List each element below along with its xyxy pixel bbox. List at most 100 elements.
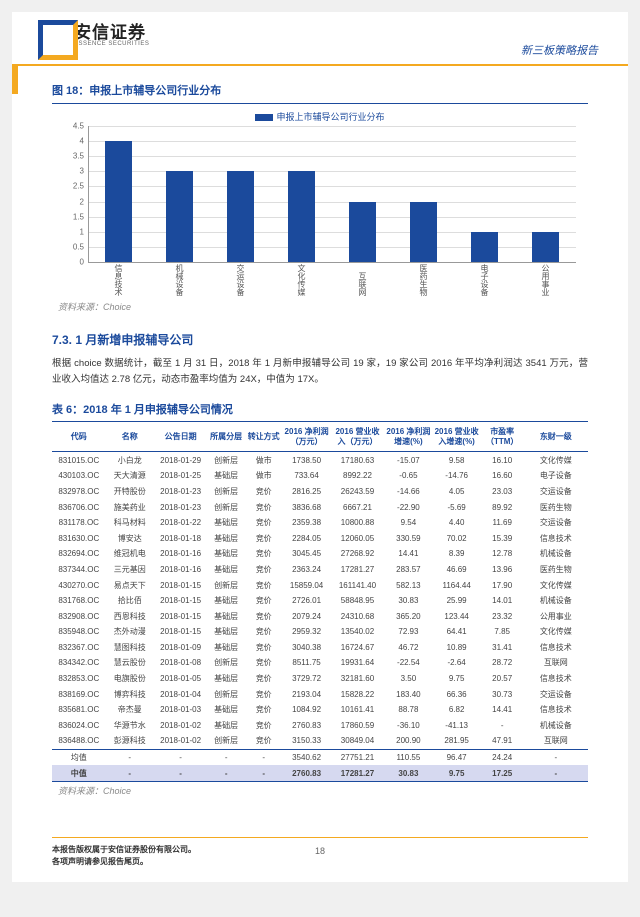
cell: 161141.40 [331, 577, 385, 593]
cell: 1164.44 [433, 577, 481, 593]
cell: 831178.OC [52, 515, 106, 531]
gridline [88, 217, 576, 218]
table-row: 831630.OC博安达2018-01-18基础层竞价2284.0512060.… [52, 530, 588, 546]
x-tick-label: 医药生物 [418, 264, 429, 296]
table-row: 837344.OC三元基因2018-01-16基础层竞价2363.2417281… [52, 562, 588, 578]
cell: 信息技术 [524, 702, 588, 718]
cell: 2018-01-15 [154, 577, 208, 593]
cell: 交运设备 [524, 515, 588, 531]
cell: 14.41 [384, 546, 432, 562]
cell: 2018-01-02 [154, 718, 208, 734]
cell: 2018-01-16 [154, 546, 208, 562]
cell: 3045.45 [282, 546, 330, 562]
cell: 2018-01-29 [154, 452, 208, 468]
table-title: 表 6：2018 年 1 月申报辅导公司情况 [52, 398, 588, 422]
cell: 2018-01-16 [154, 562, 208, 578]
cell: -41.13 [433, 718, 481, 734]
cell: 836024.OC [52, 718, 106, 734]
cell: 10161.41 [331, 702, 385, 718]
cell: 70.02 [433, 530, 481, 546]
cell: 做市 [245, 452, 283, 468]
cell: 13540.02 [331, 624, 385, 640]
table-row: 836488.OC彭源科技2018-01-02创新层竞价3150.3330849… [52, 733, 588, 749]
cell: 2359.38 [282, 515, 330, 531]
column-header: 所属分层 [207, 422, 245, 452]
cell: -5.69 [433, 499, 481, 515]
cell: 16724.67 [331, 640, 385, 656]
cell: 2079.24 [282, 608, 330, 624]
cell: - [245, 749, 283, 765]
cell: 竞价 [245, 608, 283, 624]
table-row: 831768.OC拾比佰2018-01-15基础层竞价2726.0158848.… [52, 593, 588, 609]
table-row: 834342.OC慧云股份2018-01-08创新层竞价8511.7519931… [52, 655, 588, 671]
cell: 医药生物 [524, 562, 588, 578]
cell: 15828.22 [331, 686, 385, 702]
cell: 30.83 [384, 765, 432, 781]
cell: 2018-01-08 [154, 655, 208, 671]
cell: 12060.05 [331, 530, 385, 546]
cell: -14.76 [433, 468, 481, 484]
cell: 竞价 [245, 671, 283, 687]
cell: 中值 [52, 765, 106, 781]
legend-text: 申报上市辅导公司行业分布 [276, 112, 384, 122]
cell: 竞价 [245, 718, 283, 734]
cell: - [524, 749, 588, 765]
bar [105, 141, 132, 262]
cell: -15.07 [384, 452, 432, 468]
cell: 2816.25 [282, 484, 330, 500]
bar [288, 171, 315, 262]
table-row: 835948.OC杰外动漫2018-01-15基础层竞价2959.3213540… [52, 624, 588, 640]
cell: 831768.OC [52, 593, 106, 609]
cell: 9.75 [433, 765, 481, 781]
cell: 10.89 [433, 640, 481, 656]
cell: 小白龙 [106, 452, 154, 468]
cell: 创新层 [207, 499, 245, 515]
cell: 13.96 [481, 562, 524, 578]
cell: 基础层 [207, 468, 245, 484]
column-header: 代码 [52, 422, 106, 452]
cell: 47.91 [481, 733, 524, 749]
cell: 创新层 [207, 577, 245, 593]
cell: 3150.33 [282, 733, 330, 749]
cell: 交运设备 [524, 686, 588, 702]
cell: 竞价 [245, 640, 283, 656]
cell: 医药生物 [524, 499, 588, 515]
y-tick-label: 4 [60, 137, 84, 146]
cell: 竞价 [245, 655, 283, 671]
column-header: 公告日期 [154, 422, 208, 452]
cell: 2018-01-05 [154, 671, 208, 687]
cell: 15859.04 [282, 577, 330, 593]
cell: 6.82 [433, 702, 481, 718]
cell: 2018-01-25 [154, 468, 208, 484]
cell: 创新层 [207, 484, 245, 500]
cell: 慧云股份 [106, 655, 154, 671]
cell: -14.66 [384, 484, 432, 500]
cell: 836488.OC [52, 733, 106, 749]
cell: 17180.63 [331, 452, 385, 468]
cell: 2760.83 [282, 718, 330, 734]
gridline [88, 126, 576, 127]
column-header: 2016 营业收入增速(%) [433, 422, 481, 452]
cell: 基础层 [207, 718, 245, 734]
cell: - [106, 749, 154, 765]
cell: 1738.50 [282, 452, 330, 468]
brand-logo: 安信证券 ESSENCE SECURITIES [38, 20, 149, 50]
cell: 30.83 [384, 593, 432, 609]
table-row: 836024.OC华源节水2018-01-02基础层竞价2760.8317860… [52, 718, 588, 734]
cell: 2018-01-04 [154, 686, 208, 702]
column-header: 2016 净利润增速(%) [384, 422, 432, 452]
cell: 30849.04 [331, 733, 385, 749]
y-tick-label: 2 [60, 197, 84, 206]
cell: 竞价 [245, 593, 283, 609]
table-row: 832694.OC维冠机电2018-01-16基础层竞价3045.4527268… [52, 546, 588, 562]
cell: 施美药业 [106, 499, 154, 515]
table-source: 资料来源：Choice [58, 784, 588, 797]
cell: 博弈科技 [106, 686, 154, 702]
cell: 维冠机电 [106, 546, 154, 562]
cell: 27751.21 [331, 749, 385, 765]
cell: 31.41 [481, 640, 524, 656]
cell: 2284.05 [282, 530, 330, 546]
cell: 832853.OC [52, 671, 106, 687]
table-row: 831178.OC科马材料2018-01-22基础层竞价2359.3810800… [52, 515, 588, 531]
cell: 信息技术 [524, 671, 588, 687]
